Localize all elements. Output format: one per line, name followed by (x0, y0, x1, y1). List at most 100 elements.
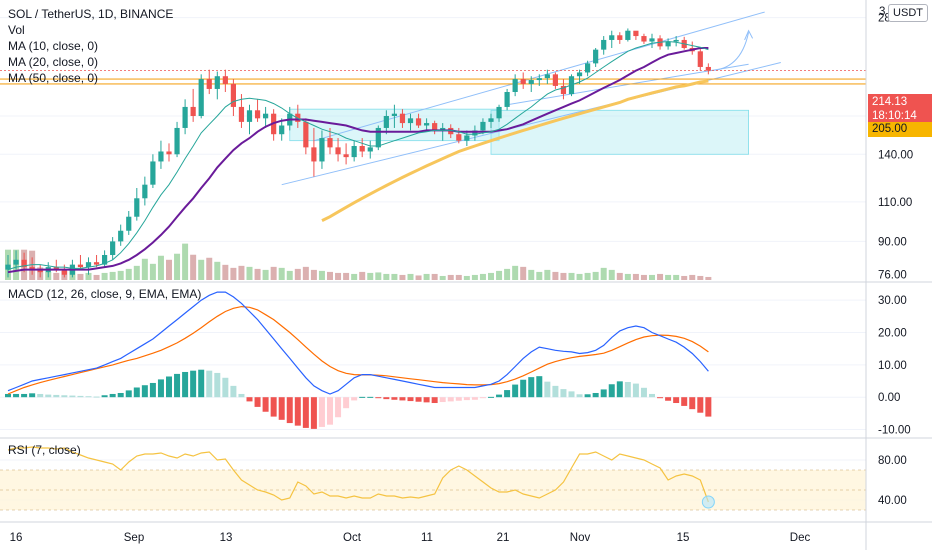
candle-body (601, 39, 607, 50)
candle (190, 88, 196, 122)
signal-line (7, 305, 709, 395)
macd-axis-label: 20.00 (878, 328, 907, 340)
macd-legend[interactable]: MACD (12, 26, close, 9, EMA, EMA) (8, 287, 202, 301)
candle-body (77, 264, 84, 268)
volume-bar (351, 273, 358, 280)
candle-body (343, 154, 349, 158)
macd-histogram-bar (616, 381, 623, 398)
support-zone (490, 109, 750, 155)
volume-bar (230, 267, 237, 280)
candle-body (21, 259, 27, 268)
volume-bar (117, 270, 124, 280)
ma50-legend[interactable]: MA (50, close, 0) (8, 71, 99, 85)
candle-body (673, 39, 679, 42)
volume-bar (133, 265, 140, 280)
macd-histogram-bar (69, 395, 76, 398)
candle (327, 127, 333, 155)
volume-bar (536, 271, 543, 280)
volume-bar (302, 266, 309, 280)
candle (472, 125, 478, 141)
ma20-legend[interactable]: MA (20, close, 0) (8, 55, 99, 69)
volume-bar (520, 266, 527, 280)
volume-bar (166, 259, 172, 280)
macd-histogram-bar (560, 389, 567, 398)
macd-histogram-bar (85, 396, 92, 398)
rsi-legend[interactable]: RSI (7, close) (8, 443, 81, 457)
candle-body (705, 66, 711, 71)
vol-legend[interactable]: Vol (8, 23, 25, 37)
candle-body (359, 146, 365, 152)
candle (609, 30, 615, 49)
macd-histogram-bar (302, 397, 309, 428)
candle (174, 121, 180, 158)
candle-body (520, 79, 526, 84)
macd-histogram-bar (45, 394, 52, 398)
candle (5, 255, 11, 278)
currency-button[interactable]: USDT (888, 4, 928, 22)
volume-bar (77, 273, 84, 280)
candle-body (512, 79, 518, 93)
macd-histogram-bar (423, 397, 430, 403)
price-axis-label: 76.00 (878, 270, 907, 282)
symbol-title[interactable]: SOL / TetherUS, 1D, BINANCE (8, 7, 174, 21)
rsi-axis-label: 80.00 (878, 455, 907, 467)
macd-histogram-bar (141, 385, 148, 398)
time-axis-label: Nov (570, 532, 591, 544)
macd-histogram-bar (600, 389, 607, 398)
ma10-line (7, 40, 709, 271)
macd-histogram-bar (584, 394, 591, 398)
candle-body (206, 79, 212, 89)
candle-body (53, 267, 59, 270)
volume-bar (149, 263, 156, 280)
candle-body (407, 118, 414, 124)
candle-body (472, 130, 478, 136)
candle (311, 127, 317, 177)
candle-body (254, 110, 261, 119)
time-axis-label: Dec (790, 532, 811, 544)
macd-histogram-bar (29, 393, 36, 398)
candle-body (480, 121, 486, 131)
candle (126, 211, 132, 235)
candle (254, 99, 261, 122)
candle-body (456, 134, 462, 141)
macd-histogram-bar (681, 397, 688, 406)
last-price-tag: 214.13 18:10:14 (868, 94, 932, 125)
candle (585, 60, 591, 77)
volume-bar (270, 266, 277, 280)
macd-histogram-bar (689, 397, 696, 410)
macd-histogram-bar (657, 397, 664, 399)
macd-axis-label: 10.00 (878, 360, 907, 372)
volume-bar (689, 274, 696, 280)
volume-bar (125, 268, 132, 280)
candle (263, 106, 269, 128)
candle-body (182, 106, 188, 128)
macd-histogram-bar (335, 397, 342, 418)
candle-body (5, 264, 11, 270)
candle-body (625, 30, 631, 40)
volume-bar (455, 274, 462, 280)
ma10-legend[interactable]: MA (10, close, 0) (8, 39, 99, 53)
projection-arrow (708, 32, 750, 72)
candle-body (391, 113, 397, 116)
ma20-line (7, 47, 709, 274)
macd-histogram (5, 369, 712, 429)
volume-bar (447, 274, 454, 280)
volume-bar (463, 275, 470, 280)
volume-bar (238, 265, 245, 280)
candle-body (488, 118, 494, 122)
macd-histogram-bar (439, 397, 446, 403)
support-zones (289, 108, 750, 155)
macd-histogram-bar (455, 397, 462, 401)
candle (166, 143, 172, 162)
candle (504, 88, 510, 111)
macd-histogram-bar (552, 385, 559, 398)
macd-histogram-bar (149, 382, 156, 398)
rsi-marker (701, 495, 715, 509)
macd-histogram-bar (77, 395, 84, 398)
ma-price-tag: 205.00 (868, 122, 932, 137)
candle (335, 138, 341, 162)
macd-histogram-bar (447, 397, 454, 402)
macd-histogram-bar (157, 379, 164, 398)
macd-histogram-bar (496, 394, 503, 398)
